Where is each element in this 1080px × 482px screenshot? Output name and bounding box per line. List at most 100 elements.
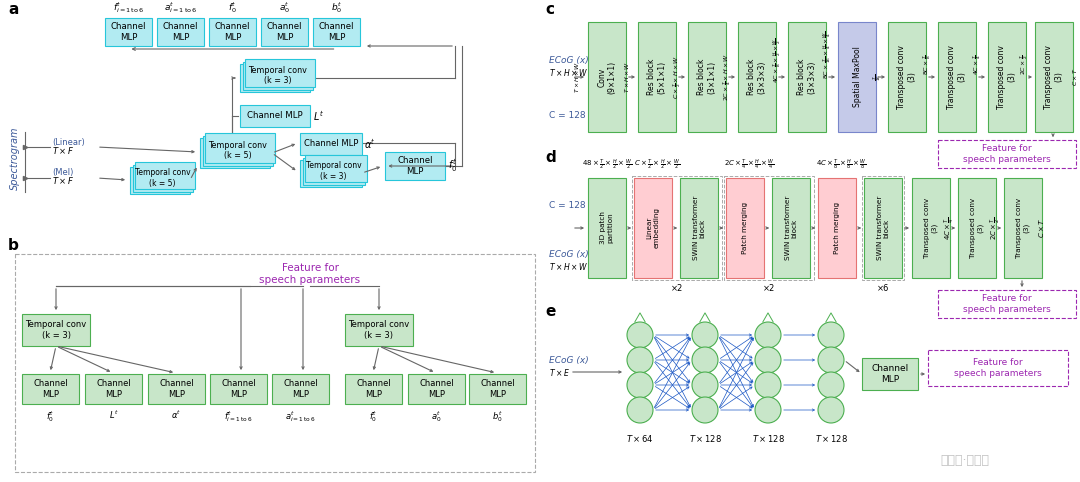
Text: Channel MLP: Channel MLP	[247, 111, 302, 120]
FancyBboxPatch shape	[588, 22, 626, 132]
Text: $\frac{T}{16}$: $\frac{T}{16}$	[872, 73, 883, 81]
Text: (Linear): (Linear)	[52, 138, 84, 147]
FancyBboxPatch shape	[738, 22, 777, 132]
Text: $2C \times \frac{T}{2}$: $2C \times \frac{T}{2}$	[1018, 54, 1030, 76]
FancyBboxPatch shape	[988, 22, 1026, 132]
Text: $8C \times \frac{T}{8}$: $8C \times \frac{T}{8}$	[921, 54, 933, 76]
Text: $4C \times \frac{T}{4}$: $4C \times \frac{T}{4}$	[971, 54, 983, 76]
Text: Feature for
speech parameters: Feature for speech parameters	[963, 144, 1051, 164]
Text: SWIN transformer
block: SWIN transformer block	[877, 196, 890, 260]
Text: Channel
MLP: Channel MLP	[419, 379, 454, 399]
FancyBboxPatch shape	[680, 178, 718, 278]
Text: $a^t_0$: $a^t_0$	[431, 409, 442, 424]
Text: Channel
MLP: Channel MLP	[356, 379, 391, 399]
Text: $T \times 64$: $T \times 64$	[626, 433, 653, 444]
Text: Transposed conv
(3): Transposed conv (3)	[970, 198, 984, 258]
Text: $4C \times \frac{T}{8} \times \frac{H}{2} \times \frac{W}{2}$: $4C \times \frac{T}{8} \times \frac{H}{2…	[771, 37, 783, 83]
FancyBboxPatch shape	[205, 133, 275, 163]
FancyBboxPatch shape	[272, 374, 329, 404]
Text: Linear
embedding: Linear embedding	[647, 207, 660, 249]
Text: c: c	[545, 2, 554, 17]
Circle shape	[627, 322, 653, 348]
Text: $\alpha^t$: $\alpha^t$	[172, 409, 181, 421]
Text: $C \times \frac{T}{2} \times \frac{H}{2} \times \frac{W}{2}$: $C \times \frac{T}{2} \times \frac{H}{2}…	[634, 158, 680, 172]
FancyBboxPatch shape	[888, 22, 926, 132]
FancyBboxPatch shape	[261, 18, 308, 46]
Text: ×2: ×2	[762, 284, 775, 293]
Circle shape	[818, 372, 843, 398]
FancyBboxPatch shape	[300, 133, 362, 155]
Circle shape	[692, 372, 718, 398]
Text: $T \times 128$: $T \times 128$	[752, 433, 784, 444]
Circle shape	[755, 397, 781, 423]
FancyBboxPatch shape	[345, 314, 413, 346]
Text: 公众号·量子位: 公众号·量子位	[941, 454, 989, 467]
FancyBboxPatch shape	[210, 374, 267, 404]
FancyBboxPatch shape	[788, 22, 826, 132]
Text: b: b	[8, 238, 18, 253]
Text: Channel
MLP: Channel MLP	[283, 379, 318, 399]
FancyBboxPatch shape	[148, 374, 205, 404]
FancyBboxPatch shape	[408, 374, 465, 404]
Text: Channel
MLP: Channel MLP	[872, 364, 908, 384]
Text: Temporal conv
(k = 5): Temporal conv (k = 5)	[208, 141, 267, 160]
FancyBboxPatch shape	[1035, 22, 1074, 132]
Text: $8C \times \frac{T}{16} \times \frac{H}{4} \times \frac{W}{4}$: $8C \times \frac{T}{16} \times \frac{H}{…	[821, 31, 833, 79]
Text: $T \times H \times W$: $T \times H \times W$	[549, 262, 588, 272]
FancyBboxPatch shape	[818, 178, 856, 278]
Text: Feature for
speech parameters: Feature for speech parameters	[963, 295, 1051, 314]
Text: $L^t$: $L^t$	[109, 409, 119, 421]
FancyBboxPatch shape	[1004, 178, 1042, 278]
Circle shape	[692, 397, 718, 423]
Text: $b^t_0$: $b^t_0$	[330, 0, 342, 15]
Text: $a^t_0$: $a^t_0$	[279, 0, 291, 15]
FancyBboxPatch shape	[588, 178, 626, 278]
Text: Channel
MLP: Channel MLP	[481, 379, 515, 399]
FancyBboxPatch shape	[157, 18, 204, 46]
FancyBboxPatch shape	[688, 22, 726, 132]
Text: Temporal conv
(k = 3): Temporal conv (k = 3)	[306, 161, 362, 181]
FancyBboxPatch shape	[305, 155, 367, 182]
FancyBboxPatch shape	[135, 162, 195, 189]
Circle shape	[818, 347, 843, 373]
Text: Channel
MLP: Channel MLP	[159, 379, 194, 399]
Text: Transposed conv
(3): Transposed conv (3)	[1016, 198, 1029, 258]
Text: $4C \times \frac{T}{4}$: $4C \times \frac{T}{4}$	[943, 216, 957, 240]
Circle shape	[755, 322, 781, 348]
Text: $T \times H \times W$: $T \times H \times W$	[549, 67, 588, 78]
Text: Channel
MLP: Channel MLP	[267, 22, 302, 42]
Text: ECoG (x): ECoG (x)	[549, 251, 589, 259]
FancyBboxPatch shape	[245, 59, 315, 87]
Text: Res block
(3×3×3): Res block (3×3×3)	[797, 59, 816, 95]
Circle shape	[692, 322, 718, 348]
FancyBboxPatch shape	[939, 22, 976, 132]
FancyBboxPatch shape	[133, 164, 192, 191]
Circle shape	[627, 397, 653, 423]
FancyBboxPatch shape	[313, 18, 360, 46]
Text: Temporal conv
(k = 3): Temporal conv (k = 3)	[248, 66, 307, 85]
Text: $a^t_{i=1\,\rm{to}\,6}$: $a^t_{i=1\,\rm{to}\,6}$	[164, 0, 197, 15]
FancyBboxPatch shape	[240, 64, 310, 92]
Text: Channel
MLP: Channel MLP	[96, 379, 131, 399]
FancyBboxPatch shape	[105, 18, 152, 46]
FancyBboxPatch shape	[726, 178, 764, 278]
Text: Transposed conv
(3): Transposed conv (3)	[997, 45, 1016, 109]
Text: Feature for
speech parameters: Feature for speech parameters	[259, 263, 361, 285]
Text: ECoG (x): ECoG (x)	[549, 55, 589, 65]
Text: $T \times H \times W$: $T \times H \times W$	[573, 61, 581, 93]
Text: Spectrogram: Spectrogram	[10, 126, 21, 190]
Text: $2C \times \frac{T}{4} \times \frac{H}{4} \times \frac{W}{4}$: $2C \times \frac{T}{4} \times \frac{H}{4…	[724, 158, 774, 172]
Circle shape	[818, 322, 843, 348]
Text: Patch merging: Patch merging	[834, 202, 840, 254]
Text: $T \times 128$: $T \times 128$	[689, 433, 721, 444]
Circle shape	[627, 347, 653, 373]
Text: $f^t_0$: $f^t_0$	[369, 409, 378, 424]
Text: Channel
MLP: Channel MLP	[163, 22, 199, 42]
Text: Channel
MLP: Channel MLP	[397, 156, 433, 176]
Text: d: d	[545, 150, 556, 165]
Text: ×2: ×2	[671, 284, 684, 293]
Circle shape	[818, 397, 843, 423]
Text: $f^t_0$: $f^t_0$	[448, 158, 457, 174]
Text: Res block
(3×3×3): Res block (3×3×3)	[747, 59, 767, 95]
FancyBboxPatch shape	[210, 18, 256, 46]
